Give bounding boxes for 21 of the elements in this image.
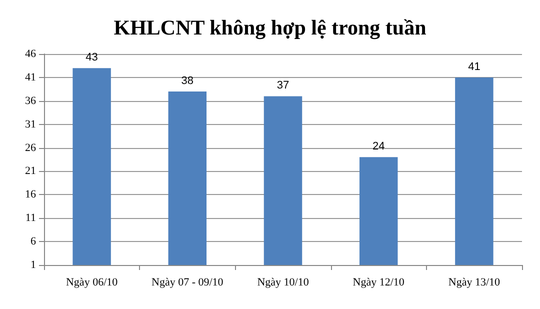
y-tick-label: 6 xyxy=(30,236,36,248)
y-tick-label: 26 xyxy=(25,142,36,154)
y-tick-label: 16 xyxy=(25,188,36,201)
data-label: 24 xyxy=(372,140,385,153)
x-tick-label: Ngày 06/10 xyxy=(66,276,118,288)
data-label: 43 xyxy=(86,52,98,64)
x-tick-label: Ngày 13/10 xyxy=(448,276,501,288)
data-label: 38 xyxy=(181,75,194,88)
y-tick-label: 46 xyxy=(25,48,36,60)
y-tick-label: 41 xyxy=(25,71,36,84)
y-tick-label: 1 xyxy=(30,259,36,271)
y-tick-label: 31 xyxy=(25,118,36,130)
y-tick-label: 36 xyxy=(25,94,36,107)
x-tick-label: Ngày 12/10 xyxy=(352,276,405,288)
data-label: 41 xyxy=(468,60,480,73)
data-label: 37 xyxy=(276,80,290,92)
x-tick-label: Ngày 07 - 09/10 xyxy=(152,276,224,288)
y-tick-label: 11 xyxy=(25,212,36,224)
x-tick-label: Ngày 10/10 xyxy=(257,276,310,288)
chart-title: KHLCNT không hợp lệ trong tuần xyxy=(114,16,427,40)
y-tick-label: 21 xyxy=(25,165,36,178)
